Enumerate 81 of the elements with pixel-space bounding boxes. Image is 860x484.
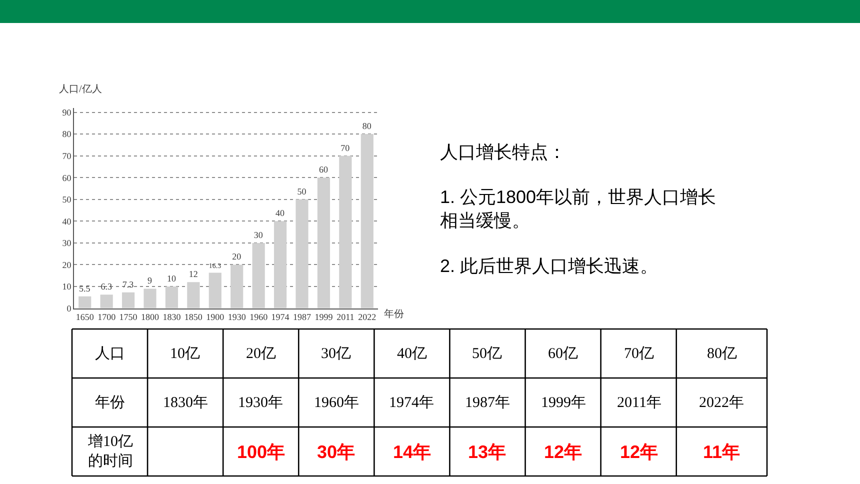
data-label: 13年 <box>468 442 506 462</box>
x-tick-label: 70亿 <box>624 346 654 362</box>
x-tick-label: 50亿 <box>472 346 502 362</box>
data-label: 5.5 <box>78 283 91 294</box>
x-tick-label: 1750 <box>119 312 138 322</box>
data-label: 50 <box>297 186 307 196</box>
x-axis-title: 年份 <box>384 308 404 320</box>
data-label: 6.3 <box>100 282 112 292</box>
bar <box>165 286 178 308</box>
text: 人口增长特点： <box>440 142 566 162</box>
text: 2. 此后世界人口增长迅速。 <box>440 256 658 276</box>
bar <box>208 272 222 308</box>
y-tick-label: 90 <box>62 107 72 118</box>
data-label: 1960年 <box>314 394 359 411</box>
data-label: 1999年 <box>541 394 586 411</box>
bar <box>296 199 308 308</box>
y-tick-label: 10 <box>62 282 72 292</box>
x-tick-label: 1800 <box>141 312 160 322</box>
bar <box>230 264 244 308</box>
data-label: 30 <box>254 230 264 240</box>
bar <box>360 134 374 308</box>
y-axis-title: 人口/亿人 <box>59 84 102 95</box>
data-label: 12年 <box>544 442 582 462</box>
y-tick-label: 40 <box>62 216 72 226</box>
x-tick-label: 1850 <box>184 312 203 322</box>
y-tick-label: 20 <box>62 260 72 270</box>
x-tick-label: 10亿 <box>170 346 200 362</box>
data-label: 40 <box>276 208 286 218</box>
y-tick-label: 30 <box>62 238 72 248</box>
x-tick-label: 60亿 <box>548 346 578 362</box>
x-tick-label: 2022 <box>358 312 376 322</box>
data-label: 2022年 <box>699 394 744 411</box>
y-tick-label: 60 <box>62 172 72 183</box>
data-label: 11年 <box>703 442 740 462</box>
x-tick-label: 20亿 <box>246 346 276 362</box>
data-label: 80 <box>362 121 372 132</box>
data-label: 70 <box>340 142 350 153</box>
x-axis-title: 人口 <box>95 346 125 362</box>
data-label: 20 <box>232 252 242 262</box>
data-label: 1830年 <box>163 394 208 411</box>
bar <box>339 156 352 308</box>
data-label: 2011年 <box>617 394 662 411</box>
x-tick-label: 1999 <box>314 312 334 322</box>
x-tick-label: 1987 <box>293 312 312 322</box>
bar <box>100 294 113 308</box>
x-tick-label: 30亿 <box>321 346 351 362</box>
data-label: 100年 <box>237 442 286 462</box>
text: 1. 公元1800年以前，世界人口增长相当缓慢。 <box>440 187 716 230</box>
data-label: 60 <box>318 164 328 175</box>
x-tick-label: 2011 <box>336 312 354 322</box>
data-label: 10 <box>166 274 176 284</box>
x-tick-label: 1974 <box>271 312 290 322</box>
data-label: 12 <box>188 269 198 280</box>
x-tick-label: 1930 <box>228 312 246 322</box>
x-tick-label: 1900 <box>206 312 225 322</box>
data-label: 30年 <box>317 442 356 462</box>
bar <box>252 242 265 308</box>
y-tick-label: 70 <box>62 150 72 161</box>
data-label: 9 <box>148 276 152 286</box>
bar <box>144 288 156 308</box>
data-label: 1974年 <box>389 394 434 411</box>
bar <box>187 282 200 308</box>
y-tick-label: 0 <box>66 303 72 314</box>
bar <box>317 178 330 308</box>
x-tick-label: 1650 <box>76 312 94 322</box>
data-label: 7.3 <box>122 279 134 290</box>
data-label: 12年 <box>620 442 658 462</box>
x-tick-label: 40亿 <box>397 346 427 362</box>
bar <box>78 296 92 308</box>
data-label: 1987年 <box>465 394 510 411</box>
y-tick-label: 50 <box>62 194 72 205</box>
y-tick-label: 80 <box>62 129 72 140</box>
x-tick-label: 80亿 <box>707 346 737 362</box>
bar <box>274 221 287 308</box>
data-label: 14年 <box>393 442 432 462</box>
y-tick-label: 增10亿的时间 <box>87 433 133 470</box>
data-label: 1930年 <box>238 394 283 411</box>
x-tick-label: 1830 <box>162 312 182 322</box>
bar <box>122 292 135 308</box>
x-tick-label: 1700 <box>98 312 116 322</box>
x-tick-label: 1960 <box>250 312 268 322</box>
